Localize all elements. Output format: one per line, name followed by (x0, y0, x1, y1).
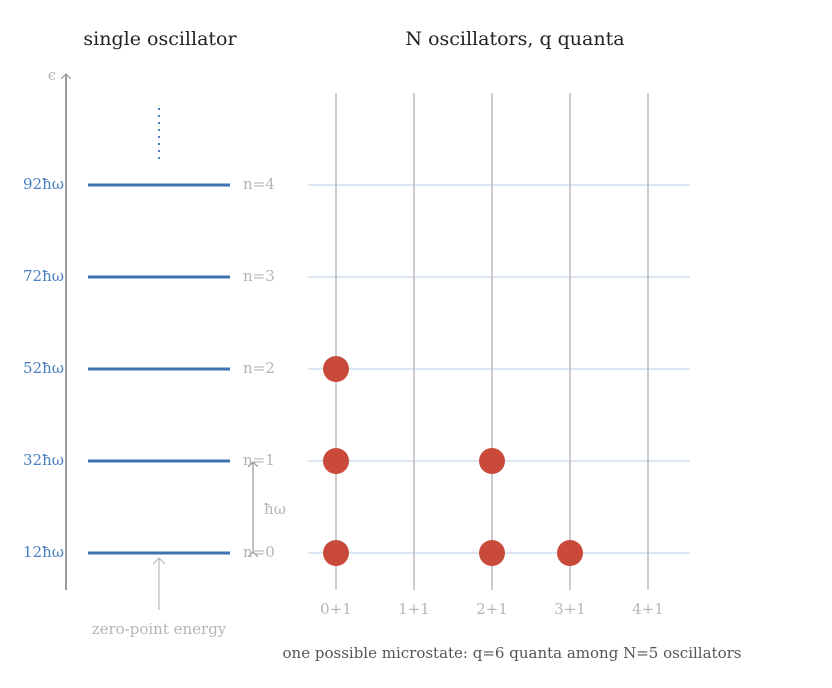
caption: one possible microstate: q=6 quanta amon… (283, 644, 742, 662)
oscillator-label: 4+1 (632, 600, 664, 618)
energy-label: 92ħω (23, 175, 64, 193)
axis-label: ϵ (48, 66, 56, 84)
level-label: n=4 (243, 175, 275, 193)
spacing-label: ħω (264, 500, 286, 518)
level-label: n=0 (243, 543, 275, 561)
quantum-dot (323, 540, 349, 566)
level-label: n=1 (243, 451, 275, 469)
quantum-dot (479, 540, 505, 566)
oscillator-label: 3+1 (554, 600, 586, 618)
energy-label: 12ħω (23, 543, 64, 561)
oscillator-label: 0+1 (320, 600, 352, 618)
energy-label: 72ħω (23, 267, 64, 285)
right-title: N oscillators, q quanta (405, 28, 624, 50)
oscillator-label: 1+1 (398, 600, 430, 618)
quantum-dot (323, 356, 349, 382)
zero-point-label: zero-point energy (92, 620, 227, 638)
oscillator-label: 2+1 (476, 600, 508, 618)
level-label: n=3 (243, 267, 275, 285)
energy-label: 32ħω (23, 451, 64, 469)
quantum-dot (557, 540, 583, 566)
quantum-dot (479, 448, 505, 474)
energy-label: 52ħω (23, 359, 64, 377)
level-label: n=2 (243, 359, 275, 377)
left-title: single oscillator (83, 28, 237, 50)
quantum-dot (323, 448, 349, 474)
